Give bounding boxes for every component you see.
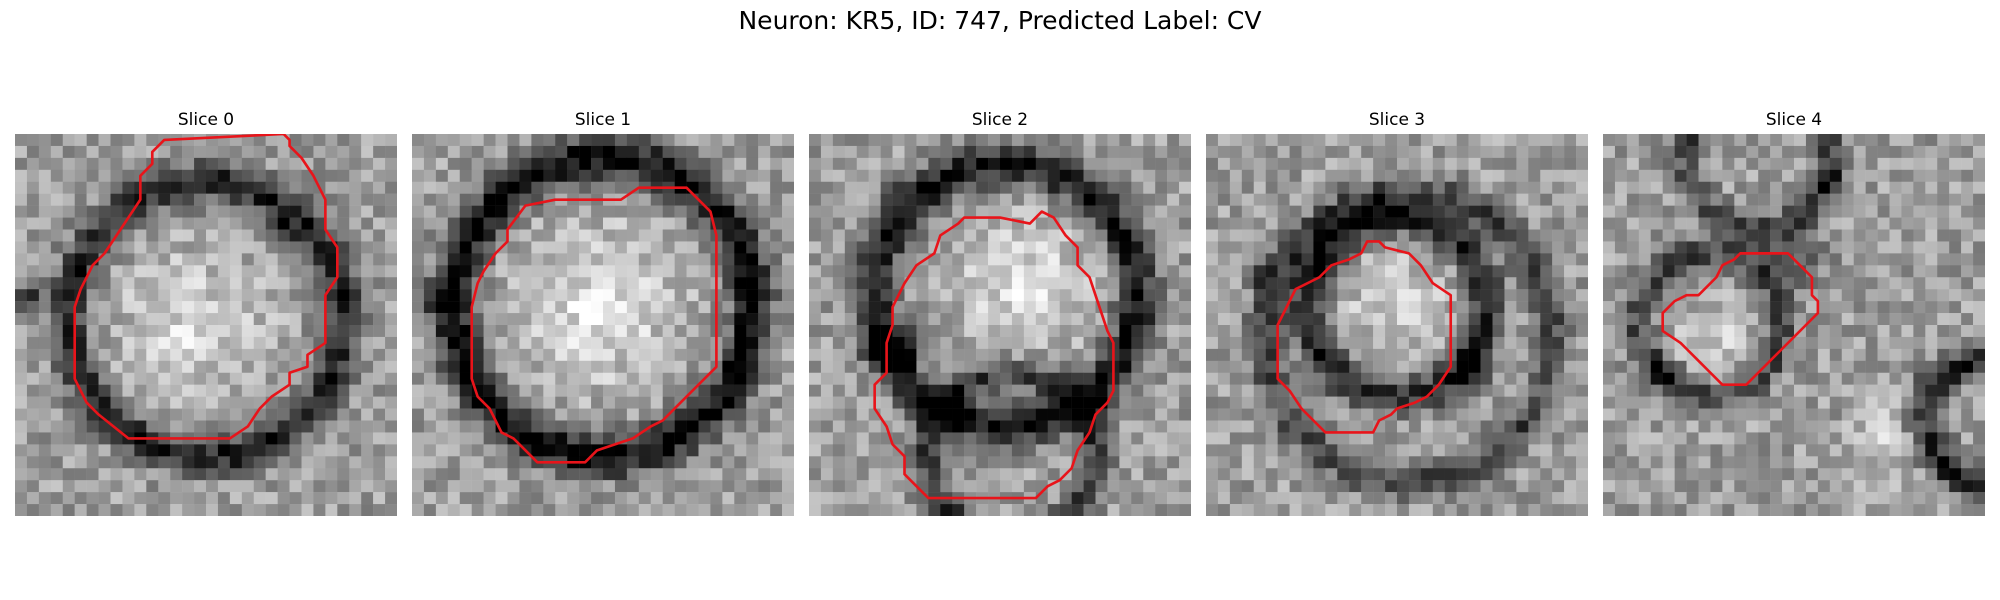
slice-title: Slice 1 [574,110,632,130]
slice-image [412,134,794,516]
slice-title: Slice 2 [971,110,1029,130]
slice-title: Slice 0 [177,110,235,130]
segmentation-contour [1661,252,1820,387]
slice-image [1206,134,1588,516]
slice-image [15,134,397,516]
slice-title: Slice 4 [1765,110,1823,130]
slice-image [809,134,1191,516]
segmentation-contour [873,210,1115,500]
figure-title: Neuron: KR5, ID: 747, Predicted Label: C… [738,6,1262,35]
slice-title: Slice 3 [1368,110,1426,130]
segmentation-contour [470,186,718,464]
segmentation-contour [1276,240,1453,434]
slice-image [1603,134,1985,516]
segmentation-contour [73,134,339,440]
